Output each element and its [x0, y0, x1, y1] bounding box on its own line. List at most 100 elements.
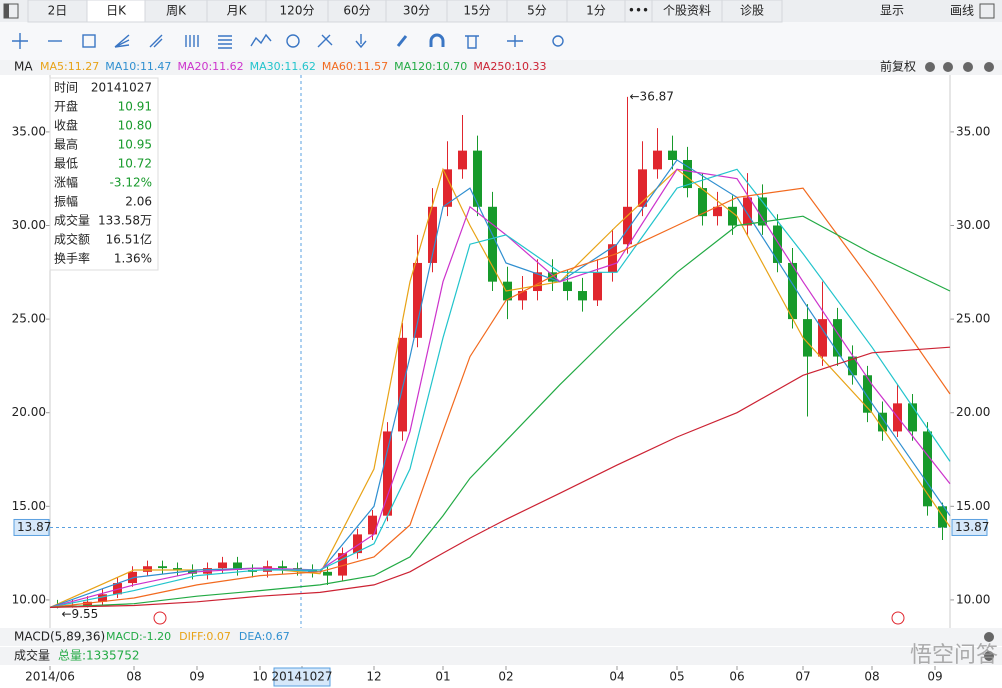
ma-line — [49, 159, 951, 608]
panel-icon-fill — [4, 4, 9, 18]
adjust-label[interactable]: 前复权 — [880, 59, 916, 74]
tab[interactable] — [721, 0, 783, 23]
delete-tool[interactable] — [465, 35, 479, 49]
x-tick-label: 07 — [795, 670, 810, 684]
legend-entry: MA60:11.57 — [322, 60, 388, 73]
x-tick-label: 09 — [927, 670, 942, 684]
move-tool[interactable] — [12, 33, 28, 49]
candle-body — [548, 272, 557, 282]
info-value: 1.36% — [114, 252, 152, 266]
candle-body — [458, 150, 467, 170]
ma-label: MA — [14, 60, 33, 74]
candle-body — [848, 356, 857, 376]
y-tick-label-right: 15.00 — [956, 499, 990, 513]
info-value: -3.12% — [110, 176, 152, 190]
info-value: 2.06 — [125, 195, 152, 209]
magnet-tool[interactable] — [429, 33, 445, 47]
event-marker[interactable] — [891, 611, 905, 625]
channel-tool[interactable] — [149, 34, 163, 48]
panel-icon-right[interactable] — [979, 3, 995, 19]
candle-body — [623, 206, 632, 245]
candle-body — [593, 272, 602, 301]
tab-label: 30分 — [403, 4, 430, 18]
y-tick-label: 20.00 — [12, 405, 46, 419]
macd-item: MACD:-1.20 — [106, 630, 171, 643]
hide-tool[interactable] — [507, 35, 523, 47]
rect-tool[interactable] — [82, 34, 96, 48]
volume-settings[interactable] — [984, 651, 994, 661]
volume-bar — [0, 647, 1002, 665]
tool-icons — [12, 33, 564, 49]
settings-tool[interactable] — [552, 35, 564, 47]
event-marker[interactable] — [153, 611, 167, 625]
candle-body — [803, 319, 812, 357]
info-panel: 时间 20141027 开盘 10.91 收盘 10.80 最高 10.95 最低 10.72 涨幅… — [49, 77, 159, 271]
ma-bar-buttons — [925, 62, 994, 72]
candle-body — [608, 244, 617, 273]
legend-entry: MA250:10.33 — [473, 60, 546, 73]
down-tool[interactable] — [355, 34, 367, 49]
volume-label: 成交量 — [14, 648, 50, 663]
tab-right[interactable]: 显示 — [880, 4, 904, 18]
y-tick-label-right: 30.00 — [956, 218, 990, 232]
cycle-tool[interactable] — [185, 35, 199, 47]
min-label: ←9.55 — [62, 607, 99, 621]
candle-body — [713, 206, 722, 217]
info-label: 成交量 — [54, 213, 90, 228]
pitch-tool[interactable] — [317, 34, 333, 48]
macd-settings[interactable] — [984, 632, 994, 642]
ma-bar — [0, 60, 1002, 75]
fan-tool[interactable] — [114, 34, 130, 48]
candle-body — [758, 197, 767, 226]
legend-entry: MA10:11.47 — [105, 60, 171, 73]
x-tick-label: 04 — [609, 670, 624, 684]
tab-label: 月K — [227, 4, 248, 18]
candle-body — [743, 197, 752, 226]
info-value: 16.51亿 — [106, 232, 152, 247]
tab-label: 周K — [166, 4, 187, 18]
last-price-box — [13, 518, 50, 536]
tab-right[interactable]: 画线 — [950, 4, 974, 18]
tab-label: 15分 — [463, 4, 490, 18]
btn-close[interactable] — [984, 62, 994, 72]
x-tick-label: 12 — [366, 670, 381, 684]
candle-body — [98, 594, 107, 602]
candle-body — [398, 337, 407, 432]
candle-body — [773, 225, 782, 263]
macd-item: DEA:0.67 — [239, 630, 290, 643]
ma-line — [49, 168, 951, 608]
date-axis — [0, 666, 1002, 688]
y-tick-label: 25.00 — [12, 312, 46, 326]
x-tick-label: 01 — [435, 670, 450, 684]
tool-bar — [0, 22, 1002, 60]
x-tick-label: 08 — [126, 670, 141, 684]
pen-tool[interactable] — [396, 35, 408, 47]
info-value: 10.95 — [118, 138, 152, 152]
btn-plus[interactable] — [943, 62, 953, 72]
x-tick-label: 02 — [498, 670, 513, 684]
info-label: 振幅 — [54, 194, 78, 209]
candle-body — [278, 566, 287, 569]
candle-body — [698, 188, 707, 217]
candle-body — [833, 319, 842, 357]
fib-tool[interactable] — [218, 35, 232, 49]
last-price-label: 13.87 — [17, 520, 51, 534]
candle-body — [338, 553, 347, 576]
macd-label: MACD(5,89,36) — [14, 630, 105, 644]
info-value: 20141027 — [91, 81, 152, 95]
candle-body — [668, 150, 677, 160]
circle-tool[interactable] — [286, 34, 300, 48]
last-price-box-right — [951, 518, 988, 536]
ma-line — [49, 187, 951, 608]
y-tick-label-right: 10.00 — [956, 592, 990, 606]
candle-body — [323, 571, 332, 576]
plot: 10.00 10.00 15.00 15.00 20.00 20.00 25.00 25.00… — [12, 75, 990, 628]
y-tick-label-right: 35.00 — [956, 124, 990, 138]
btn-minus[interactable] — [925, 62, 935, 72]
tab-label: 60分 — [343, 4, 370, 18]
wave-tool[interactable] — [250, 33, 272, 47]
candle-body — [488, 206, 497, 282]
btn-settings[interactable] — [963, 62, 973, 72]
